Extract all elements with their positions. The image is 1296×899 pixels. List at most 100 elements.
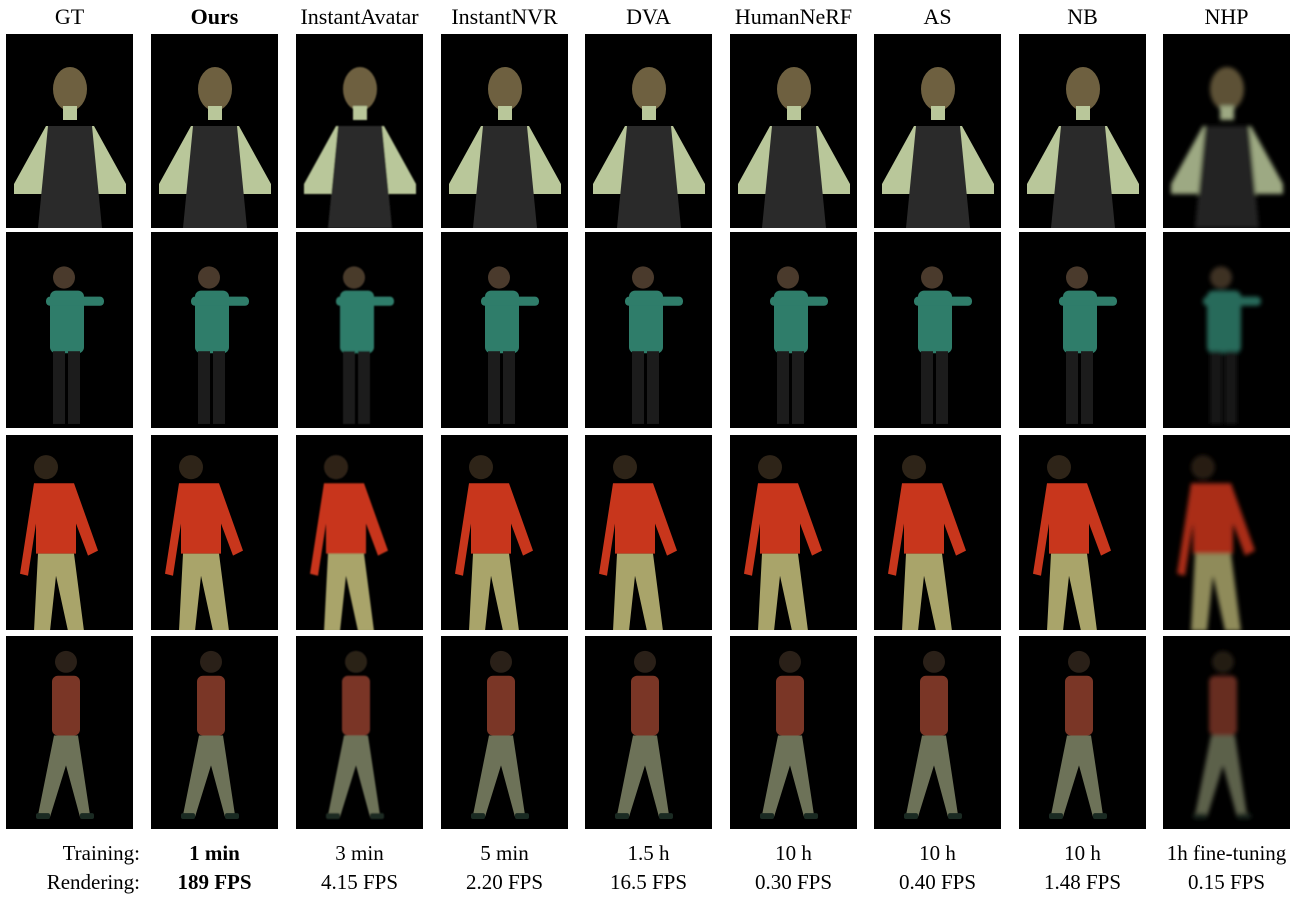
person-figure [455, 455, 533, 630]
person-figure [904, 650, 962, 820]
training-time-nhp: 1h fine-tuning [1166, 841, 1287, 865]
training-time-dva: 1.5 h [627, 841, 670, 865]
person-figure [181, 650, 239, 820]
person-figure [20, 455, 98, 630]
person-figure [36, 650, 94, 820]
render-image [1163, 34, 1290, 228]
render-image [874, 435, 1001, 630]
render-tile [296, 636, 423, 829]
training-time-instantnvr: 5 min [480, 841, 529, 865]
render-image [1163, 636, 1290, 829]
person-figure [165, 455, 243, 630]
render-tile [6, 435, 133, 630]
render-tile [441, 232, 568, 428]
render-tile [1019, 435, 1146, 630]
render-tile [1019, 636, 1146, 829]
render-tile [1163, 435, 1290, 630]
person-figure [1193, 650, 1251, 820]
render-tile [730, 435, 857, 630]
render-image [151, 34, 278, 228]
rendering-speed-ours: 189 FPS [177, 870, 252, 894]
render-tile [6, 636, 133, 829]
person-figure [615, 650, 673, 820]
rendering-speed-dva: 16.5 FPS [609, 870, 688, 894]
column-header-instantnvr: InstantNVR [451, 4, 558, 29]
render-tile [151, 636, 278, 829]
render-image [1163, 435, 1290, 630]
render-tile [441, 435, 568, 630]
person-figure [310, 455, 388, 630]
render-image [585, 232, 712, 428]
person-figure [888, 455, 966, 630]
render-tile [6, 34, 133, 228]
render-image [874, 34, 1001, 228]
render-image [441, 34, 568, 228]
render-tile [441, 34, 568, 228]
render-image [730, 435, 857, 630]
render-image [585, 636, 712, 829]
render-image [151, 435, 278, 630]
render-tile [1019, 232, 1146, 428]
render-image [296, 636, 423, 829]
render-image [1163, 232, 1290, 428]
person-figure [914, 266, 972, 424]
render-image [730, 232, 857, 428]
render-image [730, 636, 857, 829]
person-figure [304, 67, 416, 228]
render-tile [874, 34, 1001, 228]
rendering-speed-as: 0.40 FPS [898, 870, 977, 894]
render-image [585, 34, 712, 228]
person-figure [449, 67, 561, 228]
person-figure [1033, 455, 1111, 630]
render-tile [1163, 232, 1290, 428]
render-tile [730, 34, 857, 228]
person-figure [1049, 650, 1107, 820]
person-figure [593, 67, 705, 228]
person-figure [744, 455, 822, 630]
training-time-as: 10 h [919, 841, 956, 865]
render-image [1019, 636, 1146, 829]
render-image [151, 232, 278, 428]
render-tile [1163, 34, 1290, 228]
person-figure [159, 67, 271, 228]
person-figure [599, 455, 677, 630]
render-image [441, 636, 568, 829]
rendering-speed-instantavatar: 4.15 FPS [320, 870, 399, 894]
render-tile [151, 435, 278, 630]
render-image [585, 435, 712, 630]
person-figure [1171, 67, 1283, 228]
render-image [1019, 232, 1146, 428]
render-image [441, 435, 568, 630]
render-tile [585, 435, 712, 630]
training-time-ours: 1 min [189, 841, 240, 865]
render-tile [296, 232, 423, 428]
column-header-nb: NB [1067, 4, 1098, 29]
render-tile [1163, 636, 1290, 829]
render-image [6, 636, 133, 829]
person-figure [770, 266, 828, 424]
render-image [1019, 435, 1146, 630]
person-figure [882, 67, 994, 228]
render-tile [874, 232, 1001, 428]
person-figure [1177, 455, 1255, 630]
person-figure [760, 650, 818, 820]
render-tile [874, 435, 1001, 630]
render-tile [441, 636, 568, 829]
rendering-row-label: Rendering: [46, 870, 140, 894]
column-header-ours: Ours [190, 4, 239, 29]
person-figure [1203, 266, 1261, 424]
person-figure [1059, 266, 1117, 424]
person-figure [738, 67, 850, 228]
column-header-instantavatar: InstantAvatar [300, 4, 419, 29]
render-tile [585, 34, 712, 228]
render-image [874, 636, 1001, 829]
person-figure [326, 650, 384, 820]
person-figure [471, 650, 529, 820]
column-header-as: AS [923, 4, 952, 29]
render-tile [585, 232, 712, 428]
training-row-label: Training: [62, 841, 140, 865]
column-header-gt: GT [54, 4, 85, 29]
rendering-speed-nb: 1.48 FPS [1043, 870, 1122, 894]
person-figure [625, 266, 683, 424]
render-image [6, 34, 133, 228]
